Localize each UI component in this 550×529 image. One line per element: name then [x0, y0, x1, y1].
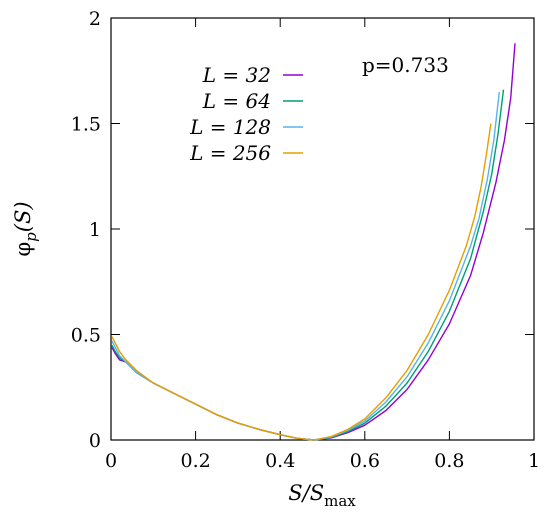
x-tick-label: 0.6: [350, 450, 380, 472]
series-line-0: [111, 43, 516, 441]
y-axis-title-sub: p: [22, 232, 40, 242]
legend-label-0: L = 32: [202, 63, 271, 87]
x-axis-title: S/Smax: [288, 481, 356, 510]
annotation: p=0.733: [362, 53, 449, 77]
ticks-layer: 0 0.2 0.4 0.6 0.8 1 0 0.5 1 1.5 2: [71, 8, 540, 472]
x-tick-label: 0.2: [180, 450, 210, 472]
x-axis-title-main: S/S: [288, 481, 324, 505]
y-tick-label: 1: [89, 219, 101, 241]
x-axis-title-sub: max: [324, 492, 356, 510]
x-tick-label: 0.8: [434, 450, 464, 472]
y-axis-title-main: φ: [11, 242, 35, 257]
legend-label-2: L = 128: [189, 115, 271, 139]
series-layer: [111, 43, 516, 441]
series-line-1: [111, 89, 505, 441]
y-axis-title-tail: (S): [11, 201, 35, 232]
x-tick-label: 0: [105, 450, 117, 472]
y-tick-label: 2: [89, 8, 101, 30]
y-tick-label: 1.5: [71, 114, 101, 136]
x-tick-label: 0.4: [265, 450, 295, 472]
legend-label-1: L = 64: [202, 89, 271, 113]
y-axis-title: φp(S): [11, 201, 40, 256]
y-tick-label: 0.5: [71, 325, 101, 347]
series-line-2: [111, 91, 500, 441]
series-line-3: [111, 123, 492, 441]
legend-label-3: L = 256: [189, 141, 271, 165]
y-tick-label: 0: [89, 430, 101, 452]
x-tick-label: 1: [528, 450, 540, 472]
